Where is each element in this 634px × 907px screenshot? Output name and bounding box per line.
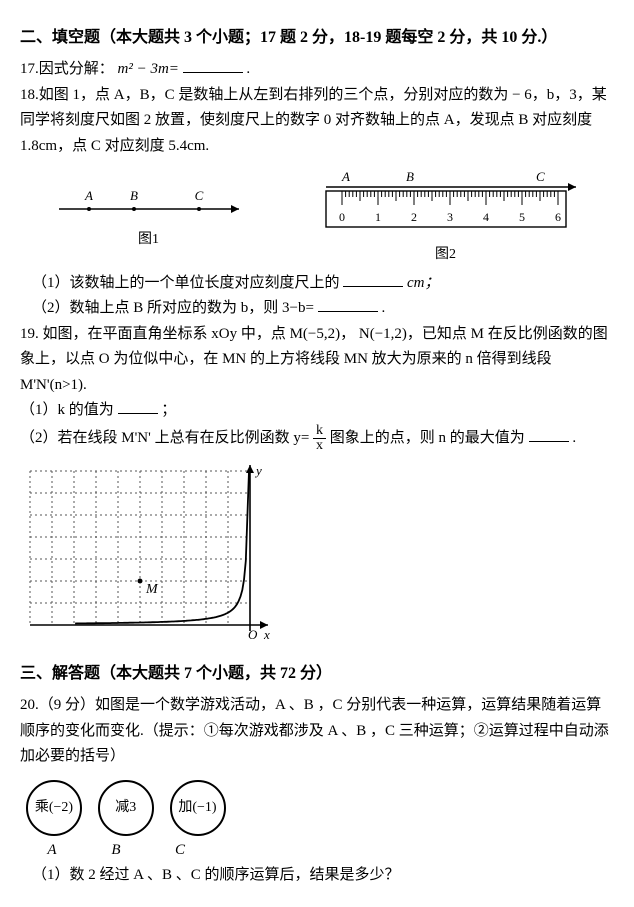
q17-blank — [183, 57, 243, 73]
section2-title: 二、填空题（本大题共 3 个小题；17 题 2 分，18-19 题每空 2 分，… — [20, 24, 614, 51]
svg-text:4: 4 — [483, 210, 489, 224]
fig2-label: 图2 — [306, 243, 586, 267]
svg-text:1: 1 — [375, 210, 381, 224]
q18-p2-row: （2）数轴上点 B 所对应的数为 b，则 3−b= . — [32, 296, 614, 322]
fig2-C: C — [536, 169, 545, 184]
q20-p1: （1）数 2 经过 A 、B 、C 的顺序运算后，结果是多少？ — [32, 863, 614, 889]
q17-expr: m² − 3m= — [118, 61, 179, 77]
q19-p2c: . — [572, 430, 576, 446]
q19-p2-row: （2）若在线段 M'N' 上总有在反比例函数 y= k x 图象上的点，则 n … — [20, 424, 614, 453]
op-B: 减3 — [98, 780, 154, 836]
op-label-A: A — [26, 838, 78, 864]
svg-text:y: y — [254, 463, 262, 478]
q19-frac-num: k — [313, 424, 326, 439]
svg-text:x: x — [263, 627, 270, 642]
svg-text:5: 5 — [519, 210, 525, 224]
fig1-label: 图1 — [49, 228, 249, 252]
op-A: 乘(−2) — [26, 780, 82, 836]
q19-p1-row: （1）k 的值为 ； — [20, 398, 614, 424]
q20-op-labels: A B C — [26, 838, 614, 864]
svg-text:0: 0 — [339, 210, 345, 224]
q19-p2-blank — [529, 426, 569, 442]
q18-p1-row: （1）该数轴上的一个单位长度对应刻度尺上的 cm； — [32, 271, 614, 297]
svg-text:O: O — [248, 627, 258, 642]
q19-p2a: （2）若在线段 M'N' 上总有在反比例函数 y= — [20, 430, 309, 446]
section3-title: 三、解答题（本大题共 7 个小题，共 72 分） — [20, 660, 614, 687]
q18-p2b: . — [381, 300, 385, 316]
q19-intro: 19. 如图，在平面直角坐标系 xOy 中，点 M(−5,2)， N(−1,2)… — [20, 322, 614, 399]
q19-frac: k x — [313, 424, 326, 453]
q18-p1-blank — [343, 271, 403, 287]
q18-p2a: （2）数轴上点 B 所对应的数为 b，则 3−b= — [32, 300, 314, 316]
fig1-B: B — [130, 188, 138, 203]
q18-figures: A B C 图1 A B C 0 1 2 3 4 5 6 图2 — [20, 169, 614, 267]
q19-p1-blank — [118, 398, 158, 414]
q18-p2-blank — [318, 296, 378, 312]
op-C: 加(−1) — [170, 780, 226, 836]
op-label-C: C — [154, 838, 206, 864]
q19-p1-suffix: ； — [161, 402, 176, 418]
fig1-A: A — [84, 188, 93, 203]
fig2-B: B — [406, 169, 414, 184]
op-label-B: B — [90, 838, 142, 864]
q17-label: 17.因式分解： — [20, 61, 114, 77]
q19-frac-den: x — [313, 439, 326, 453]
q18-p1-unit: cm； — [407, 275, 440, 291]
svg-text:6: 6 — [555, 210, 561, 224]
q20-ops: 乘(−2) 减3 加(−1) — [26, 780, 614, 836]
svg-text:3: 3 — [447, 210, 453, 224]
svg-text:M: M — [145, 582, 159, 597]
fig2: A B C 0 1 2 3 4 5 6 图2 — [306, 169, 586, 267]
q17-suffix: . — [246, 61, 250, 77]
q20-intro: 20.（9 分）如图是一个数学游戏活动，A 、B ，C 分别代表一种运算，运算结… — [20, 693, 614, 770]
q17: 17.因式分解： m² − 3m= . — [20, 57, 614, 83]
svg-text:2: 2 — [411, 210, 417, 224]
fig1-C: C — [194, 188, 203, 203]
q19-chart: M Ox y — [20, 461, 614, 646]
fig1: A B C 图1 — [49, 184, 249, 252]
q19-p2b: 图象上的点，则 n 的最大值为 — [330, 430, 525, 446]
q18-p1: （1）该数轴上的一个单位长度对应刻度尺上的 — [32, 275, 340, 291]
fig2-A: A — [341, 169, 350, 184]
q18-intro: 18.如图 1，点 A，B，C 是数轴上从左到右排列的三个点，分别对应的数为 −… — [20, 83, 614, 160]
q19-p1: （1）k 的值为 — [20, 402, 114, 418]
